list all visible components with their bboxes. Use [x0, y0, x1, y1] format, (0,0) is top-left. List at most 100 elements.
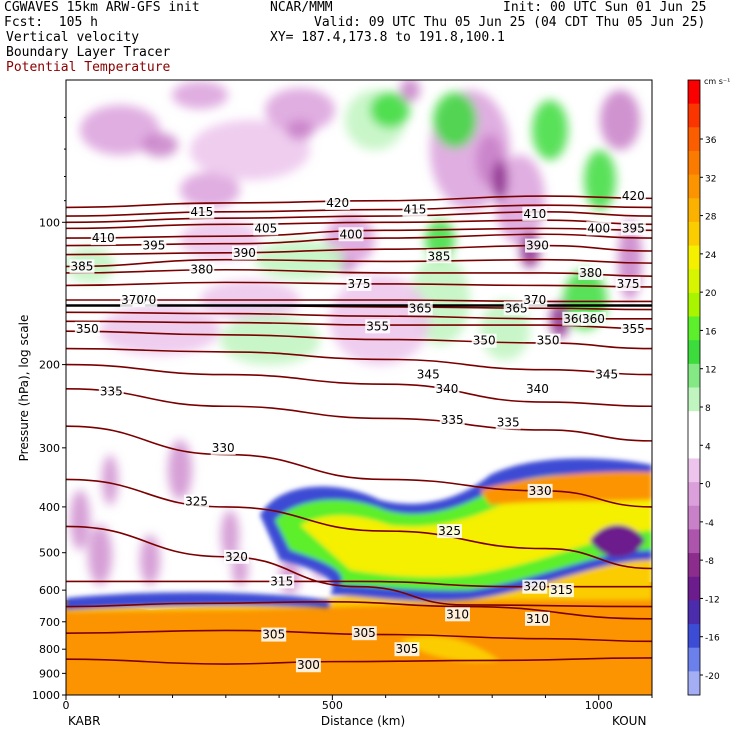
colorbar-swatch: [688, 553, 700, 578]
colorbar-tick-label: 20: [705, 289, 717, 299]
isentrope-300: [66, 657, 652, 665]
x-tick-label: 0: [63, 699, 70, 712]
isentrope-345: [66, 347, 652, 376]
isentrope-410: [66, 210, 652, 224]
cross-section-coords: XY= 187.4,173.8 to 191.8,100.1: [270, 30, 505, 45]
x-tick-label: 500: [322, 699, 343, 712]
y-tick-label: 400: [39, 501, 60, 514]
isentrope-label: 340: [526, 382, 549, 396]
colorbar-tick-label: 4: [705, 442, 711, 452]
isentrope-label: 400: [340, 227, 363, 241]
colorbar-swatch: [688, 600, 700, 625]
isentrope-label: 330: [529, 484, 552, 498]
colorbar-swatch: [688, 458, 700, 483]
isentrope-label: 320: [225, 550, 248, 564]
colorbar-swatch: [688, 363, 700, 388]
isentrope-label: 410: [92, 231, 115, 245]
field-vertical-velocity: Vertical velocity: [6, 30, 140, 45]
isentrope-label: 375: [348, 277, 371, 291]
field-boundary-layer-tracer: Boundary Layer Tracer: [6, 45, 171, 60]
isentrope-375: [66, 281, 652, 288]
y-axis-label: Pressure (hPa), log scale: [17, 315, 31, 462]
colorbar-tick-label: 32: [705, 174, 716, 184]
y-tick-label: 900: [39, 667, 60, 680]
isentrope-label: 310: [526, 612, 549, 626]
colorbar-swatch: [688, 647, 700, 672]
colorbar-swatch: [688, 434, 700, 459]
y-tick-label: 500: [39, 547, 60, 560]
colorbar-tick-label: 24: [705, 251, 717, 261]
colorbar-swatch: [688, 103, 700, 128]
isentrope-305: [66, 629, 652, 643]
isentrope-label: 300: [297, 658, 320, 672]
y-tick-label: 1000: [32, 689, 60, 702]
isentropes: [66, 195, 652, 665]
colorbar-tick-label: -12: [705, 595, 720, 605]
isentrope-label: 380: [190, 263, 213, 277]
colorbar: 36 32 28 24 20 16 12 8 4 0 -4 -8 -12 -16 -20 cm s⁻¹: [687, 77, 730, 696]
forecast-hour: Fcst: 105 h: [4, 15, 98, 30]
isentrope-label: 390: [526, 239, 549, 253]
colorbar-tick-label: 16: [705, 327, 717, 337]
y-tick-label: 600: [39, 584, 60, 597]
isentrope-label: 395: [622, 221, 645, 235]
colorbar-tick-label: 0: [705, 481, 711, 491]
colorbar-tick-label: -16: [705, 634, 720, 644]
isentrope-325: [66, 478, 652, 570]
colorbar-tick-label: -8: [705, 557, 714, 567]
colorbar-units: cm s⁻¹: [704, 77, 730, 86]
valid-time: Valid: 09 UTC Thu 05 Jun 25 (04 CDT Thu …: [314, 15, 706, 30]
isentrope-415: [66, 204, 652, 217]
isentrope-label: 370: [121, 293, 144, 307]
isentrope-390: [66, 244, 652, 256]
left-endpoint: KABR: [68, 714, 100, 728]
y-tick-label: 300: [39, 442, 60, 455]
isentrope-label: 335: [441, 413, 464, 427]
isentrope-label: 325: [438, 524, 461, 538]
colorbar-swatch: [688, 340, 700, 365]
isentrope-label: 330: [212, 441, 235, 455]
isentrope-label: 345: [595, 368, 618, 382]
isentrope-label: 415: [403, 203, 426, 217]
y-tick-label: 800: [39, 643, 60, 656]
isentrope-label: 365: [505, 301, 528, 315]
isentrope-label: 345: [417, 368, 440, 382]
colorbar-swatch: [688, 576, 700, 601]
colorbar-tick-label: 12: [705, 366, 716, 376]
colorbar-swatch: [688, 269, 700, 294]
isentrope-label: 390: [233, 246, 256, 260]
isentrope-335: [66, 387, 652, 442]
y-tick-label: 700: [39, 616, 60, 629]
isentrope-label: 365: [409, 301, 432, 315]
isentrope-label: 405: [254, 221, 277, 235]
colorbar-swatch: [688, 80, 700, 105]
isentrope-label: 305: [395, 642, 418, 656]
y-tick-label: 200: [39, 359, 60, 372]
colorbar-swatch: [688, 505, 700, 530]
colorbar-swatch: [688, 292, 700, 318]
isentrope-385: [66, 258, 652, 268]
isentrope-label: 360: [582, 312, 605, 326]
isentrope-350: [66, 330, 652, 350]
isentrope-label: 410: [523, 207, 546, 221]
isentrope-label: 325: [185, 495, 208, 509]
model-title: CGWAVES 15km ARW-GFS init: [4, 0, 200, 15]
colorbar-tick-label: -4: [705, 519, 714, 529]
isentrope-label: 340: [435, 382, 458, 396]
isentrope-330: [66, 425, 652, 508]
colorbar-swatch: [688, 482, 700, 507]
isentrope-label: 315: [550, 583, 573, 597]
isentrope-310: [66, 600, 652, 620]
isentrope-label: 305: [262, 628, 285, 642]
isentrope-label: 420: [326, 196, 349, 210]
colorbar-swatch: [688, 316, 700, 341]
isentrope-label: 385: [427, 249, 450, 263]
isentrope-label: 385: [71, 259, 94, 273]
right-endpoint: KOUN: [612, 714, 646, 728]
isentrope-label: 310: [446, 607, 469, 621]
colorbar-swatch: [688, 411, 700, 436]
isentrope-label: 350: [473, 334, 496, 348]
